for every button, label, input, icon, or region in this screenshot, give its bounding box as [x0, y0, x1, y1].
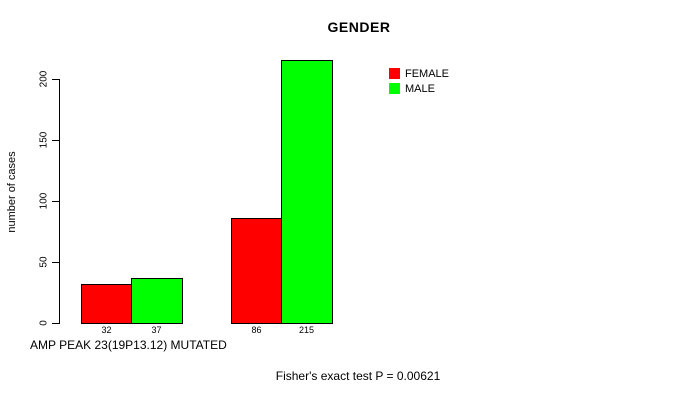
bar-value-label: 37 [151, 325, 162, 335]
y-tick-label: 200 [38, 70, 50, 88]
bar-value-label: 86 [251, 325, 262, 335]
y-tick-mark [52, 140, 59, 141]
footer-annotation: Fisher's exact test P = 0.00621 [275, 369, 441, 383]
y-tick-mark [52, 262, 59, 263]
y-axis-line [59, 79, 60, 324]
x-axis-label: AMP PEAK 23(19P13.12) MUTATED [30, 338, 227, 352]
bar-male-group1 [131, 278, 183, 324]
y-tick-label: 150 [38, 131, 50, 149]
bar-female-group2 [231, 218, 283, 324]
legend-swatch-male [389, 83, 400, 94]
bar-value-label: 32 [101, 325, 112, 335]
y-tick-label: 0 [38, 320, 50, 326]
y-tick-label: 100 [38, 192, 50, 210]
bar-female-group1 [81, 284, 133, 324]
bar-value-label: 215 [298, 325, 315, 335]
legend-item: FEMALE [389, 66, 449, 81]
legend-item: MALE [389, 81, 449, 96]
legend-label: MALE [405, 82, 435, 95]
y-tick-mark [52, 201, 59, 202]
legend-label: FEMALE [405, 67, 450, 80]
legend-swatch-female [389, 68, 400, 79]
legend: FEMALE MALE [389, 66, 449, 96]
chart-title: GENDER [327, 19, 391, 35]
y-axis-label: number of cases [6, 151, 18, 233]
y-tick-mark [52, 79, 59, 80]
y-tick-mark [52, 323, 59, 324]
bar-male-group2 [281, 60, 333, 324]
y-tick-label: 50 [38, 256, 50, 268]
